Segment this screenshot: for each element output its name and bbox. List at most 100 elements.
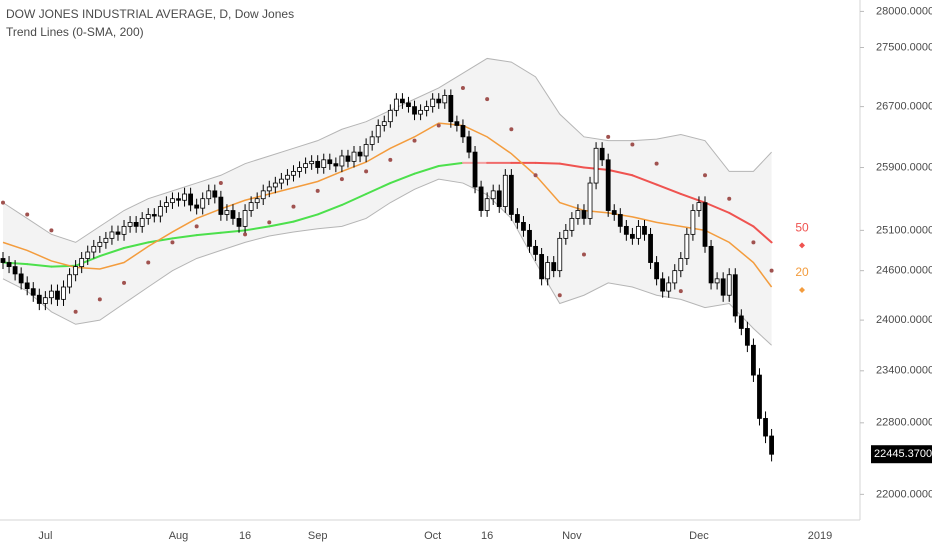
x-tick-label: 16 <box>239 530 251 542</box>
sar-dot <box>509 127 514 132</box>
indicator-segment <box>558 162 585 169</box>
candle-body <box>145 214 151 219</box>
x-tick-label: 2019 <box>808 530 832 542</box>
candle-body <box>708 245 714 284</box>
candle-body <box>702 202 708 247</box>
candle-body <box>163 202 169 207</box>
indicator-segment <box>340 192 368 206</box>
sar-dot <box>339 177 344 182</box>
candle-body <box>575 210 581 219</box>
y-tick-label: 27500.0000 <box>876 41 932 53</box>
last-price-label: 22445.3700 <box>874 448 932 460</box>
candle-body <box>502 174 508 207</box>
candle-body <box>218 196 224 215</box>
candle-body <box>666 282 672 292</box>
candle-body <box>151 214 157 217</box>
candle-body <box>0 258 6 263</box>
x-tick-label: Aug <box>169 530 189 542</box>
sar-dot <box>606 134 611 139</box>
candle-body <box>121 225 127 235</box>
indicator-segment <box>655 183 682 195</box>
candle-body <box>315 160 321 168</box>
indicator-segment <box>171 234 198 240</box>
candle-body <box>242 210 248 227</box>
sar-dot <box>654 161 659 166</box>
candle-body <box>424 106 430 111</box>
sar-dot <box>49 228 54 233</box>
sar-dot <box>412 138 417 143</box>
candle-body <box>521 222 526 231</box>
sar-dot <box>315 188 320 193</box>
sar-dot <box>703 173 708 178</box>
candle-body <box>629 233 635 239</box>
indicator-segment <box>413 164 440 175</box>
indicator-segment <box>752 225 773 244</box>
chart-title: DOW JONES INDUSTRIAL AVERAGE, D, Dow Jon… <box>6 7 294 21</box>
candle-body <box>18 273 24 284</box>
candle-body <box>660 278 666 292</box>
candle-body <box>726 274 732 296</box>
sar-dot <box>122 280 127 285</box>
candle-body <box>127 222 133 227</box>
candle-body <box>623 225 629 235</box>
indicator-segment <box>98 246 126 258</box>
indicator-segment <box>728 211 755 228</box>
indicator-segment <box>244 225 271 232</box>
candle-body <box>418 109 423 115</box>
candle-body <box>272 182 278 188</box>
y-tick-label: 22800.0000 <box>876 417 932 429</box>
sar-dot <box>364 169 369 174</box>
candle-body <box>55 290 60 300</box>
sar-dot <box>73 309 78 314</box>
candle-body <box>672 270 678 284</box>
indicator-segment <box>607 168 634 177</box>
candle-body <box>654 262 659 280</box>
candle-body <box>581 210 587 219</box>
sar-dot <box>243 232 248 237</box>
candle-body <box>436 98 442 104</box>
sar-dot <box>97 297 102 302</box>
sar-dot <box>1 200 5 205</box>
candle-body <box>515 214 520 223</box>
y-tick-label: 25100.0000 <box>876 224 932 236</box>
candle-body <box>484 198 490 211</box>
candle-body <box>157 206 163 217</box>
candle-body <box>690 210 696 235</box>
y-tick-label: 25900.0000 <box>876 161 932 173</box>
candle-body <box>285 174 290 180</box>
indicator-segment <box>292 213 319 223</box>
candle-body <box>182 193 187 201</box>
x-tick-label: 16 <box>481 530 493 542</box>
candle-body <box>442 94 448 104</box>
candle-body <box>569 218 575 231</box>
candle-body <box>79 258 85 267</box>
y-tick-label: 24600.0000 <box>876 265 932 277</box>
candle-body <box>176 198 181 201</box>
candle-body <box>12 266 18 275</box>
candle-body <box>303 163 308 168</box>
candle-body <box>248 202 254 211</box>
candle-body <box>375 125 381 138</box>
candle-body <box>533 245 538 255</box>
indicator-segment <box>534 161 561 165</box>
indicator-segment <box>631 174 658 186</box>
candle-body <box>327 159 333 165</box>
candle-body <box>599 147 605 161</box>
x-tick-label: Jul <box>38 530 52 542</box>
candle-body <box>387 109 393 123</box>
sar-dot <box>727 196 732 201</box>
sar-dot <box>218 181 223 186</box>
candle-body <box>720 278 726 296</box>
candle-body <box>763 418 768 437</box>
candle-body <box>97 241 103 247</box>
candle-body <box>139 218 145 227</box>
candle-body <box>115 231 121 235</box>
y-tick-label: 28000.0000 <box>876 5 932 17</box>
candle-body <box>42 297 48 304</box>
candle-body <box>769 435 774 455</box>
candle-body <box>454 121 460 126</box>
candle-body <box>206 190 212 200</box>
candle-body <box>611 210 617 215</box>
series-label: 50 <box>795 221 809 235</box>
candle-body <box>466 136 472 153</box>
